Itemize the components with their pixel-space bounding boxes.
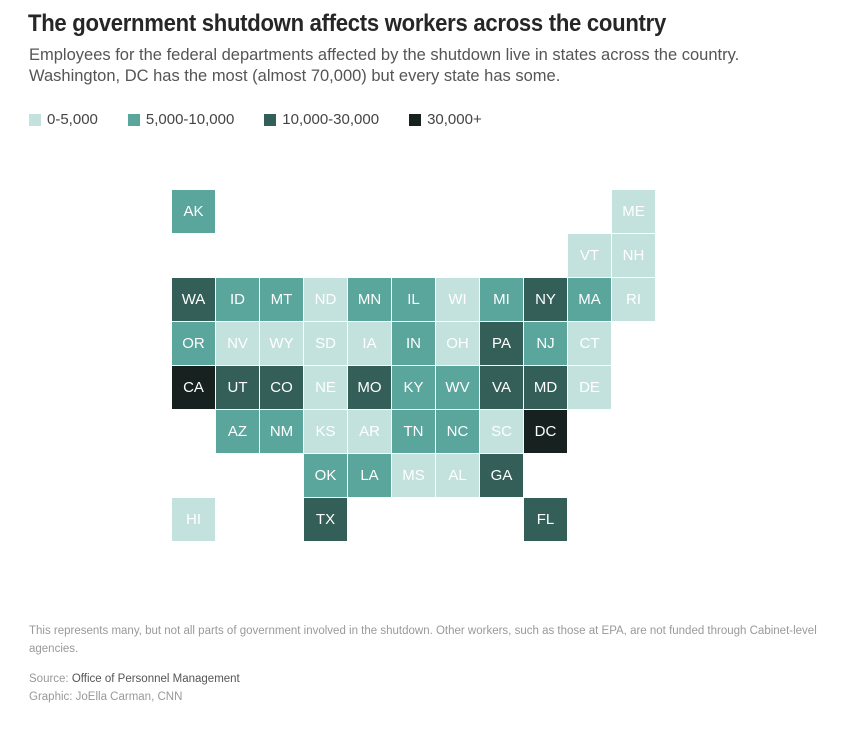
state-tile-ma: MA <box>568 278 611 321</box>
state-tile-co: CO <box>260 366 303 409</box>
legend-swatch <box>127 113 140 126</box>
state-tile-ca: CA <box>172 366 215 409</box>
state-tile-dc: DC <box>524 410 567 453</box>
state-tile-pa: PA <box>480 322 523 365</box>
state-tile-sd: SD <box>304 322 347 365</box>
legend-swatch <box>29 113 41 126</box>
state-tile-ar: AR <box>348 410 391 453</box>
state-tile-ct: CT <box>568 322 611 365</box>
legend-label: 30,000+ <box>427 111 482 128</box>
graphic-credit: Graphic: JoElla Carman, CNN <box>29 691 183 703</box>
legend: 0-5,000 5,000-10,000 10,000-30,000 30,00… <box>29 111 512 128</box>
state-tile-nj: NJ <box>524 322 567 365</box>
state-tile-al: AL <box>436 454 479 497</box>
state-tile-ri: RI <box>612 278 655 321</box>
state-tile-ny: NY <box>524 278 567 321</box>
state-tile-md: MD <box>524 366 567 409</box>
state-tile-nm: NM <box>260 410 303 453</box>
legend-swatch <box>409 113 422 126</box>
legend-label: 10,000-30,000 <box>282 111 380 128</box>
state-tile-vt: VT <box>568 234 611 277</box>
legend-label: 5,000-10,000 <box>145 111 235 128</box>
state-tile-la: LA <box>348 454 391 497</box>
state-tile-nv: NV <box>216 322 259 365</box>
state-tile-va: VA <box>480 366 523 409</box>
state-tile-tn: TN <box>392 410 435 453</box>
state-tile-il: IL <box>392 278 435 321</box>
state-tile-ak: AK <box>172 190 215 233</box>
chart-subtitle: Employees for the federal departments af… <box>29 46 740 85</box>
state-tile-in: IN <box>392 322 435 365</box>
state-tile-ne: NE <box>304 366 347 409</box>
footnote: This represents many, but not all parts … <box>29 625 817 655</box>
state-tile-de: DE <box>568 366 611 409</box>
state-tile-ky: KY <box>392 366 435 409</box>
legend-item-30000-plus: 30,000+ <box>409 111 482 128</box>
legend-item-0-5000: 0-5,000 <box>29 111 98 128</box>
state-tile-mi: MI <box>480 278 523 321</box>
source-name: Office of Personnel Management <box>71 673 240 685</box>
legend-swatch <box>264 113 277 126</box>
legend-item-5000-10000: 5,000-10,000 <box>127 111 235 128</box>
legend-item-10000-30000: 10,000-30,000 <box>264 111 379 128</box>
state-tile-wi: WI <box>436 278 479 321</box>
state-tile-id: ID <box>216 278 259 321</box>
state-tile-az: AZ <box>216 410 259 453</box>
state-tile-wa: WA <box>172 278 215 321</box>
chart-title: The government shutdown affects workers … <box>28 10 666 37</box>
state-tile-wy: WY <box>260 322 303 365</box>
state-tile-mo: MO <box>348 366 391 409</box>
state-tile-nc: NC <box>436 410 479 453</box>
source-label: Source: <box>29 673 69 685</box>
source-line: Source: Office of Personnel Management <box>29 673 240 685</box>
state-tile-nd: ND <box>304 278 347 321</box>
state-tile-ga: GA <box>480 454 523 497</box>
state-tile-me: ME <box>612 190 655 233</box>
state-tile-wv: WV <box>436 366 479 409</box>
state-tile-or: OR <box>172 322 215 365</box>
state-tile-tx: TX <box>304 498 347 541</box>
state-tile-ks: KS <box>304 410 347 453</box>
state-tile-ut: UT <box>216 366 259 409</box>
state-tile-mt: MT <box>260 278 303 321</box>
legend-label: 0-5,000 <box>47 111 98 128</box>
state-tile-ok: OK <box>304 454 347 497</box>
state-tile-ms: MS <box>392 454 435 497</box>
state-tile-fl: FL <box>524 498 567 541</box>
state-tile-sc: SC <box>480 410 523 453</box>
state-tile-ia: IA <box>348 322 391 365</box>
state-tile-hi: HI <box>172 498 215 541</box>
state-tile-nh: NH <box>612 234 655 277</box>
state-tile-oh: OH <box>436 322 479 365</box>
state-tile-mn: MN <box>348 278 391 321</box>
